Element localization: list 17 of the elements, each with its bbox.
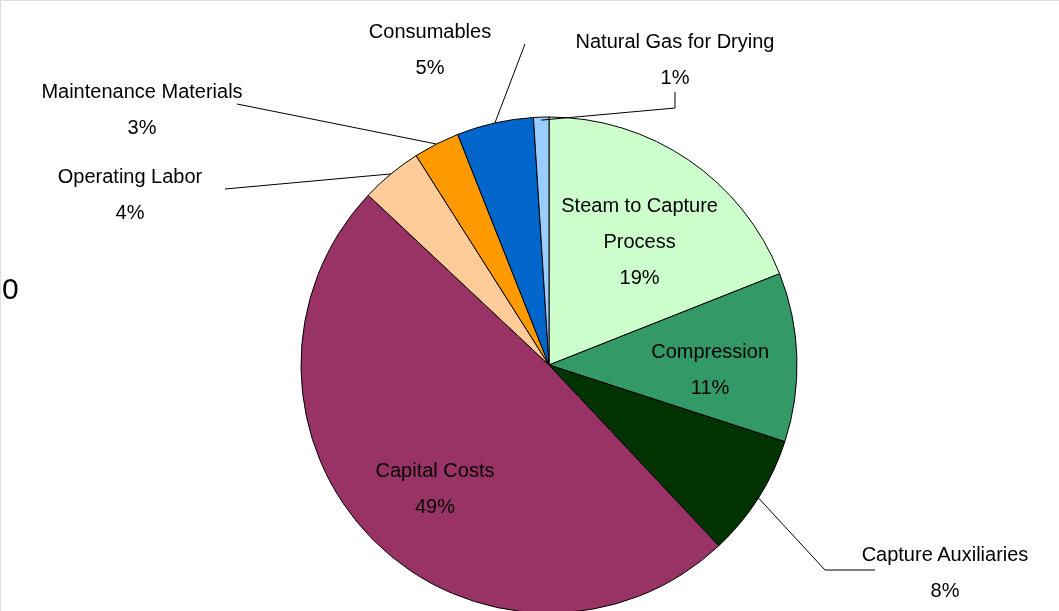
data-label: 8% [930,579,960,601]
data-label: 49% [415,494,456,517]
slice-label: Capture Auxiliaries [861,543,1029,565]
slice-label: Compression [651,339,770,362]
data-label: 1% [660,66,690,88]
text: 0 [2,272,19,305]
data-label: 19% [619,265,660,288]
slice-label: Maintenance Materials [41,80,243,102]
slice-label: Steam to Capture Process [561,193,718,252]
data-label: 11% [690,375,730,398]
slice-label: Consumables [368,20,492,42]
data-label: 4% [115,201,145,223]
slice-label: Natural Gas for Drying [575,30,775,52]
data-label: 5% [415,56,445,78]
slice-label: Operating Labor [57,165,203,187]
data-label: 3% [127,116,157,138]
slice-label: Capital Costs [375,458,495,481]
